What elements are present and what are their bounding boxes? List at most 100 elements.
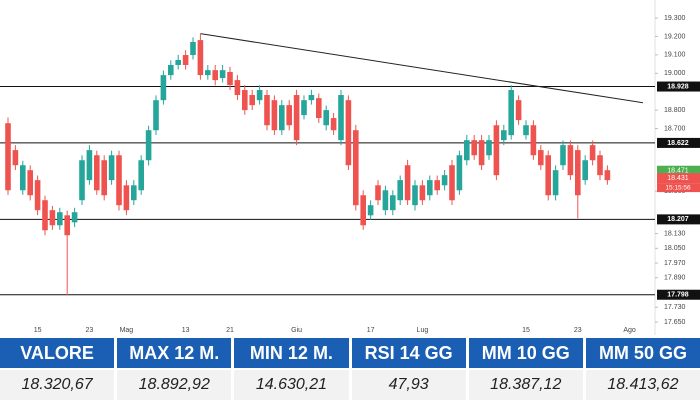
candle-body xyxy=(175,60,181,65)
candle-body xyxy=(486,140,492,156)
candle-body xyxy=(330,118,337,131)
candle-body xyxy=(249,95,255,106)
y-tick-label: 17.730 xyxy=(664,304,686,311)
price-tag-label: 18.471 xyxy=(667,168,689,175)
level-label: 18.622 xyxy=(667,140,689,147)
value-row: 18.320,67 18.892,92 14.630,21 47,93 18.387,1… xyxy=(0,370,700,400)
x-tick-label: 21 xyxy=(226,327,234,334)
candle-body xyxy=(205,70,211,76)
candle-body xyxy=(101,160,107,196)
x-tick-label: Lug xyxy=(417,327,429,334)
candle-body xyxy=(57,212,63,226)
candle-body xyxy=(530,125,537,156)
price-tag xyxy=(657,173,700,184)
y-tick-label: 18.050 xyxy=(664,245,686,252)
candle-body xyxy=(316,98,322,119)
candle-body xyxy=(412,185,418,206)
candle-body xyxy=(20,165,26,191)
candle-body xyxy=(353,130,359,206)
header-cell: MM 10 GG xyxy=(468,338,583,368)
x-tick-label: 13 xyxy=(182,327,190,334)
candle-body xyxy=(552,170,559,196)
y-tick-label: 17.650 xyxy=(664,319,686,326)
header-cell: VALORE xyxy=(0,338,115,368)
level-tag xyxy=(657,137,700,148)
candle-body xyxy=(397,180,403,201)
countdown-tag xyxy=(657,183,700,193)
candle-body xyxy=(279,105,285,131)
value-cell: 18.413,62 xyxy=(585,370,700,400)
level-label: 17.798 xyxy=(667,292,689,299)
chart: 19.30019.20019.10019.00018.80018.70018.3… xyxy=(0,0,700,335)
candle-body xyxy=(567,145,574,176)
x-tick-label: 23 xyxy=(574,327,582,334)
candle-body xyxy=(390,195,396,211)
candle-body xyxy=(589,145,596,161)
candle-body xyxy=(427,180,433,196)
candle-body xyxy=(471,140,477,156)
y-tick-label: 18.130 xyxy=(664,230,686,237)
candle-body xyxy=(604,170,611,181)
candle-body xyxy=(108,155,115,181)
candle-body xyxy=(219,70,226,79)
y-tick-label: 18.800 xyxy=(664,107,686,114)
candle-body xyxy=(501,130,507,141)
candle-body xyxy=(478,140,485,166)
header-cell: RSI 14 GG xyxy=(351,338,466,368)
y-tick-label: 19.300 xyxy=(664,15,686,22)
x-tick-label: 23 xyxy=(86,327,94,334)
candle-body xyxy=(560,145,566,166)
level-tag xyxy=(657,81,700,92)
candle-body xyxy=(234,80,241,96)
header-cell: MAX 12 M. xyxy=(117,338,232,368)
candle-body xyxy=(197,40,204,76)
candle-body xyxy=(360,195,366,226)
candle-body xyxy=(449,165,455,201)
candle-body xyxy=(71,212,78,223)
candle-body xyxy=(345,100,352,166)
header-cell: MM 50 GG xyxy=(585,338,700,368)
candle-body xyxy=(493,125,500,176)
candle-body xyxy=(49,210,56,226)
candle-body xyxy=(538,150,544,166)
candle-body xyxy=(86,150,93,181)
x-tick-label: 15 xyxy=(522,327,530,334)
candle-body xyxy=(301,100,307,116)
candle-body xyxy=(256,90,263,101)
x-tick-label: 15 xyxy=(34,327,42,334)
candle-body xyxy=(382,190,389,211)
level-label: 18.207 xyxy=(667,216,689,223)
candle-body xyxy=(404,165,411,201)
candle-body xyxy=(138,160,144,191)
y-tick-label: 19.000 xyxy=(664,70,686,77)
candle-body xyxy=(264,95,270,126)
candle-body xyxy=(582,160,588,181)
candle-body xyxy=(212,70,218,81)
candle-body xyxy=(34,180,41,211)
candle-body xyxy=(27,170,33,196)
stats-table: VALORE MAX 12 M. MIN 12 M. RSI 14 GG MM 10 G… xyxy=(0,338,700,400)
candle-body xyxy=(441,175,448,186)
header-cell: MIN 12 M. xyxy=(234,338,349,368)
candle-body xyxy=(79,160,85,201)
header-row: VALORE MAX 12 M. MIN 12 M. RSI 14 GG MM 10 G… xyxy=(0,338,700,368)
level-tag xyxy=(657,214,700,225)
candle-body xyxy=(123,185,130,211)
candle-body xyxy=(375,185,381,201)
candle-body xyxy=(434,180,440,191)
candle-body xyxy=(64,215,70,236)
candle-body xyxy=(575,150,581,196)
trendline xyxy=(200,33,643,104)
candle-body xyxy=(12,150,19,166)
candle-body xyxy=(94,155,100,191)
candle-body xyxy=(190,41,196,56)
candle-body xyxy=(42,200,48,231)
candle-body xyxy=(545,155,551,196)
candle-body xyxy=(515,100,522,121)
candle-body xyxy=(182,55,189,65)
x-tick-label: Giu xyxy=(291,327,302,334)
value-cell: 47,93 xyxy=(351,370,466,400)
candle-body xyxy=(464,140,470,161)
x-tick-label: Mag xyxy=(120,327,134,334)
